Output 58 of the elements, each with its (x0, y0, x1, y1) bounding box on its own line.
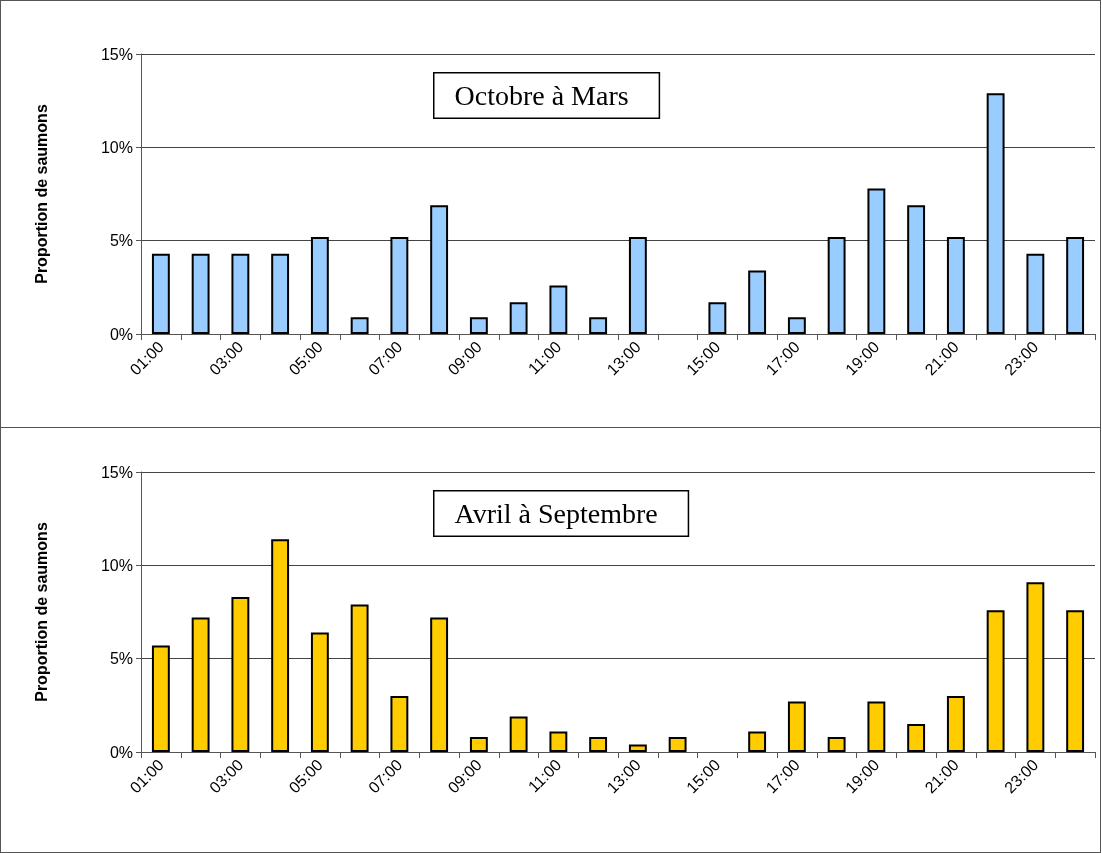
bar (827, 737, 846, 752)
bar (430, 617, 449, 752)
bar (231, 597, 250, 752)
bar (628, 236, 647, 334)
bar (628, 744, 647, 752)
bar (509, 716, 528, 752)
bar (946, 696, 965, 752)
bar (509, 302, 528, 334)
bar (191, 253, 210, 334)
bar (469, 317, 488, 334)
bar (1066, 236, 1085, 334)
bar (390, 696, 409, 752)
bar (986, 610, 1005, 752)
y-tick-label: 5% (109, 232, 133, 250)
bar (827, 236, 846, 334)
bar (748, 731, 767, 752)
bar (350, 317, 369, 334)
bar (708, 302, 727, 334)
bar (430, 205, 449, 334)
bar (867, 188, 886, 334)
annotation: Octobre à Mars (454, 80, 629, 111)
bar (867, 701, 886, 752)
y-tick-label: 15% (100, 463, 133, 481)
y-tick-label: 0% (109, 325, 133, 343)
bar (549, 285, 568, 334)
bar (787, 701, 806, 752)
bar (748, 270, 767, 334)
bar (469, 737, 488, 752)
bar (1066, 610, 1085, 752)
bar (310, 236, 329, 334)
y-tick-label: 15% (100, 45, 133, 63)
bar (271, 539, 290, 752)
y-axis-title: Proportion de saumons (32, 522, 50, 702)
bar (787, 317, 806, 334)
bar (589, 737, 608, 752)
bar (907, 205, 926, 334)
annotation: Avril à Septembre (454, 498, 658, 529)
bar (589, 317, 608, 334)
y-axis-title: Proportion de saumons (32, 104, 50, 284)
y-tick-label: 0% (109, 743, 133, 761)
y-tick-label: 10% (100, 556, 133, 574)
bar (271, 253, 290, 334)
bar (946, 236, 965, 334)
bar (191, 617, 210, 752)
bar (390, 236, 409, 334)
bar (668, 737, 687, 752)
bar (1026, 582, 1045, 752)
y-tick-label: 10% (100, 138, 133, 156)
bar (151, 645, 170, 752)
bar (350, 604, 369, 752)
y-tick-label: 5% (109, 650, 133, 668)
bar (549, 731, 568, 752)
bar (1026, 253, 1045, 334)
bar (310, 632, 329, 752)
bar (231, 253, 250, 334)
bar (907, 724, 926, 752)
bar (986, 93, 1005, 334)
bar (151, 253, 170, 334)
